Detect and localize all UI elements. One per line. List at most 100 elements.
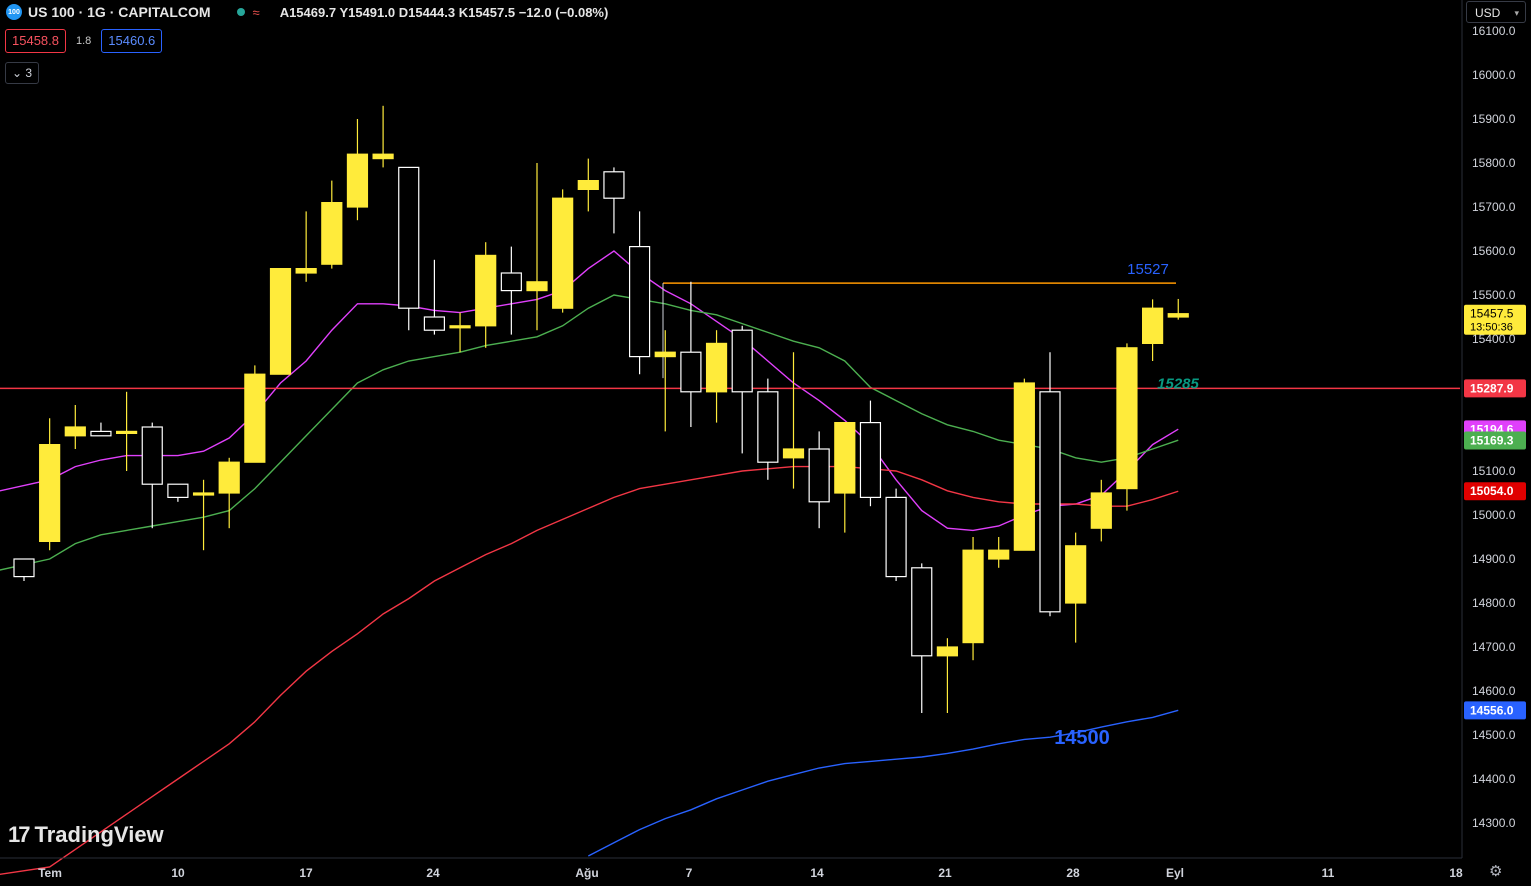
candle-body — [834, 422, 856, 494]
candle — [603, 167, 625, 234]
sell-button[interactable]: 15458.8 — [5, 29, 66, 53]
x-tick-label: 14 — [810, 866, 824, 880]
ma-line-ma_fast — [0, 250, 1179, 532]
candle-body — [577, 180, 599, 191]
candle — [449, 312, 471, 353]
candle — [64, 405, 86, 449]
candle-body — [449, 325, 471, 329]
tradingview-logo[interactable]: 17 TradingView — [8, 822, 164, 848]
price-axis[interactable]: 14300.0 14400.0 14500.0 14600.0 14700.0 14800… — [0, 0, 1516, 859]
candle-body — [346, 153, 369, 208]
y-tick-label: 15500.0 — [1472, 288, 1516, 302]
price-tag-bg — [1464, 431, 1526, 450]
price-tag-bg — [1464, 482, 1526, 501]
candle — [1167, 298, 1189, 320]
candle — [269, 268, 292, 375]
candle-body — [192, 492, 215, 496]
x-tick-label: 21 — [938, 866, 952, 880]
x-tick-label: 28 — [1066, 866, 1080, 880]
candle-body — [680, 351, 702, 393]
ohlc-values: A15469.7 Y15491.0 D15444.3 K15457.5 −12.… — [279, 4, 609, 20]
currency-select[interactable]: USD ▾ — [1466, 1, 1526, 23]
symbol-title[interactable]: US 100 · 1G · CAPITALCOM — [28, 4, 211, 20]
candle — [782, 352, 805, 489]
candle-body — [603, 171, 625, 199]
x-tick-label: Tem — [38, 866, 62, 880]
gear-icon[interactable]: ⚙ — [1489, 863, 1503, 880]
price-tags: 15457.513:50:3615287.915194.615169.31505… — [1464, 304, 1526, 720]
y-tick-label: 15400.0 — [1472, 332, 1516, 346]
indicators-toggle-button[interactable]: ⌄ 3 — [5, 62, 39, 84]
y-tick-label: 14400.0 — [1472, 772, 1516, 786]
time-axis[interactable]: Tem 10 17 24 Ağu 7 14 21 28 Eyl 11 18 — [38, 866, 1463, 880]
spread-value: 1.8 — [76, 35, 92, 47]
x-tick-label: Eyl — [1166, 866, 1184, 880]
y-tick-label: 15600.0 — [1472, 244, 1516, 258]
data-status-icon: ≈ — [252, 4, 260, 20]
candle-body — [962, 549, 984, 644]
candle — [859, 400, 882, 507]
candle — [39, 418, 61, 551]
candle-body — [988, 549, 1010, 560]
candle — [1013, 378, 1035, 551]
horizontal-lines — [0, 282, 1460, 390]
candle-body — [398, 166, 420, 309]
candle-body — [167, 483, 189, 499]
candle — [90, 422, 112, 437]
ma-line-ma_mid — [0, 294, 1179, 571]
price-tag-label: 15287.9 — [1470, 381, 1514, 395]
candle-body — [526, 281, 548, 292]
candle-body — [90, 430, 112, 437]
candle — [295, 211, 317, 282]
candle-body — [500, 272, 522, 292]
candle — [115, 391, 138, 471]
price-tag-label: 14556.0 — [1470, 703, 1514, 717]
candle — [988, 537, 1010, 568]
y-tick-label: 14600.0 — [1472, 684, 1516, 698]
candle — [552, 189, 574, 313]
moving-averages — [0, 250, 1179, 876]
candle-body — [1039, 391, 1061, 613]
candle-body — [1116, 347, 1138, 490]
level-annotation: 15527 — [1127, 261, 1169, 278]
candle — [808, 431, 830, 529]
candle — [526, 163, 548, 331]
candle — [141, 422, 163, 529]
candle — [321, 180, 343, 269]
candle-body — [705, 342, 728, 393]
candle — [167, 483, 189, 502]
x-tick-label: 7 — [686, 866, 693, 880]
candle-body — [295, 268, 317, 274]
candle-body — [423, 316, 445, 331]
candles — [13, 105, 1189, 713]
candle-body — [1141, 307, 1164, 345]
trade-panel: 15458.8 1.8 15460.6 — [5, 29, 163, 53]
price-tag-countdown: 13:50:36 — [1470, 322, 1513, 334]
candle-body — [1167, 313, 1189, 318]
annotations: 15527 15285 14500 — [1054, 261, 1199, 749]
tradingview-logo-icon: 17 — [8, 822, 31, 847]
candle-body — [475, 254, 497, 327]
candle — [13, 558, 35, 581]
candle — [372, 105, 394, 168]
candle-body — [859, 422, 882, 499]
market-open-icon — [236, 8, 245, 16]
candle-body — [911, 567, 933, 657]
candle — [346, 119, 369, 221]
y-tick-label: 15800.0 — [1472, 156, 1516, 170]
candle-body — [782, 448, 805, 459]
y-tick-label: 14300.0 — [1472, 816, 1516, 830]
candle — [423, 259, 445, 335]
candle-body — [1090, 492, 1112, 529]
x-tick-label: 18 — [1449, 866, 1463, 880]
y-tick-label: 15700.0 — [1472, 200, 1516, 214]
y-tick-label: 14900.0 — [1472, 552, 1516, 566]
ma-line-ma_slow — [0, 465, 1179, 876]
candle-body — [372, 153, 394, 160]
candle — [911, 563, 933, 713]
candle — [192, 479, 215, 551]
buy-button[interactable]: 15460.6 — [101, 29, 163, 53]
candle — [936, 638, 959, 713]
candle-body — [115, 430, 138, 434]
